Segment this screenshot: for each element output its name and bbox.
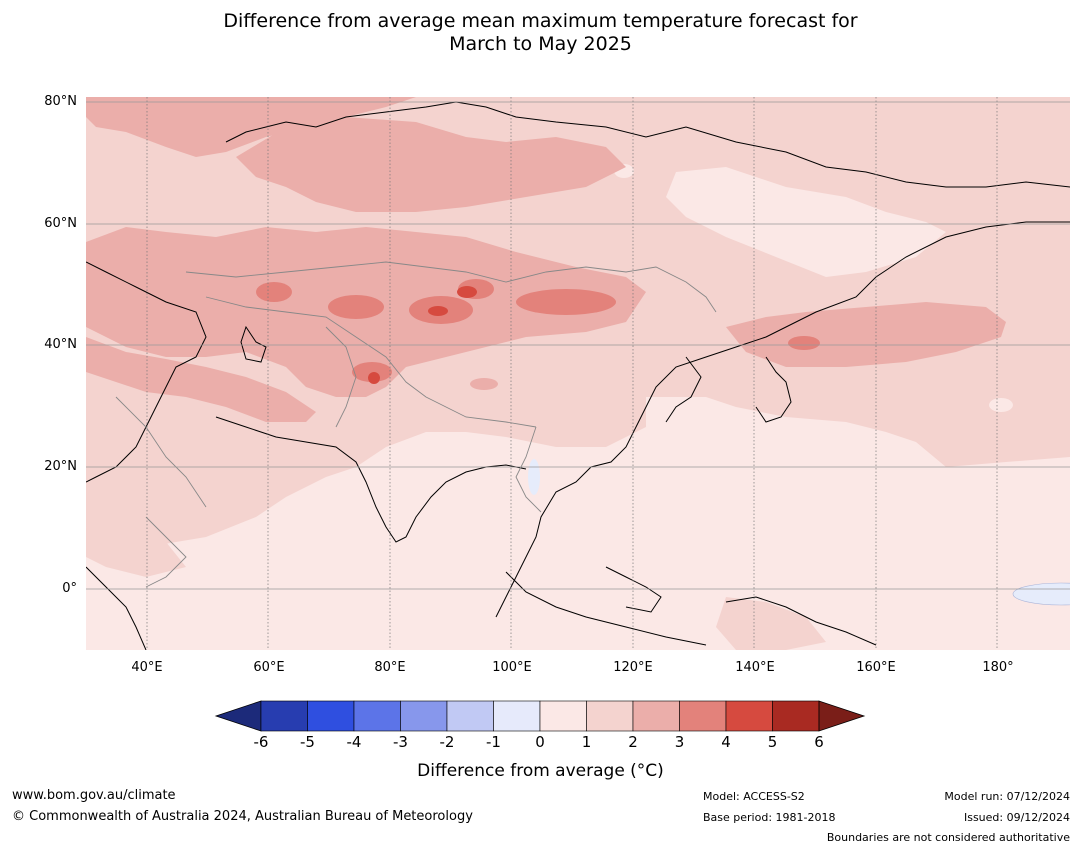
coastline — [86, 261, 207, 483]
map-title-line-2: March to May 2025 — [449, 33, 632, 55]
colorbar-swatch — [772, 700, 820, 732]
coastline — [665, 356, 702, 423]
colorbar-swatch — [260, 700, 308, 732]
colorbar-tick-label: 6 — [814, 733, 824, 751]
colorbar-tick-label: -6 — [253, 733, 269, 751]
anomaly-region-2-3 — [236, 117, 626, 212]
anomaly-region-2-3 — [86, 337, 316, 422]
lon-label-40e: 40°E — [131, 660, 163, 675]
anomaly-region-1-2 — [86, 527, 186, 577]
colorbar-tick-label: -3 — [393, 733, 408, 751]
coastline — [225, 101, 1070, 188]
lat-label-60n: 60°N — [44, 216, 77, 231]
country-border — [325, 326, 357, 428]
anomaly-region-negative — [1012, 582, 1070, 606]
model-text: Model: ACCESS-S2 — [703, 790, 805, 803]
base-period-text: Base period: 1981-2018 — [703, 811, 836, 824]
copyright-text: © Commonwealth of Australia 2024, Austra… — [12, 809, 473, 824]
parallel-gridlines — [86, 101, 1070, 590]
anomaly-region-3-4 — [256, 282, 292, 302]
country-border — [185, 261, 717, 313]
colorbar-tick-label: 2 — [628, 733, 638, 751]
anomaly-region-3-4 — [352, 362, 392, 382]
anomaly-region-3-4 — [328, 295, 384, 319]
lon-label-160e: 160°E — [856, 660, 896, 675]
anomaly-region-4-5 — [368, 372, 380, 384]
country-border — [205, 296, 537, 428]
lat-label-0: 0° — [62, 581, 77, 596]
anomaly-region-0-1 — [989, 398, 1013, 412]
lat-label-20n: 20°N — [44, 459, 77, 474]
coastline — [505, 571, 707, 646]
colorbar-tick-label: -1 — [486, 733, 501, 751]
colorbar-swatch — [679, 700, 727, 732]
map-title-line-1: Difference from average mean maximum tem… — [223, 10, 858, 32]
anomaly-region-3-4 — [516, 289, 616, 315]
issued-text: Issued: 09/12/2024 — [963, 811, 1070, 824]
anomaly-region-3-4 — [788, 336, 820, 350]
model-run-text: Model run: 07/12/2024 — [944, 790, 1070, 803]
coastline — [725, 596, 877, 646]
colorbar-tick-label: 5 — [767, 733, 778, 751]
coastline — [605, 566, 662, 613]
colorbar-tick-label: -4 — [346, 733, 362, 751]
disclaimer-text: Boundaries are not considered authoritat… — [826, 831, 1070, 844]
lon-label-100e: 100°E — [492, 660, 532, 675]
colorbar — [214, 700, 866, 732]
colorbar-swatch — [493, 700, 541, 732]
colorbar-swatch — [586, 700, 634, 732]
anomaly-region-0-1 — [666, 167, 946, 277]
colorbar-label: Difference from average (°C) — [417, 761, 664, 781]
colorbar-swatch — [307, 700, 355, 732]
coastline — [495, 221, 1070, 618]
colorbar-tick-label: -2 — [439, 733, 455, 751]
country-border — [145, 516, 187, 588]
country-border — [515, 426, 542, 513]
coastline — [240, 325, 267, 363]
colorbar-extend-low — [214, 700, 262, 732]
anomaly-region-4-5 — [457, 286, 477, 298]
coastline — [86, 566, 147, 650]
colorbar-swatch — [725, 700, 773, 732]
lat-label-80n: 80°N — [44, 94, 77, 109]
forecast-map — [86, 97, 1070, 650]
colorbar-tick-label: 1 — [581, 733, 592, 751]
anomaly-region-2-3 — [86, 97, 416, 157]
colorbar-tick-label: 4 — [721, 733, 731, 751]
colorbar-extend-high — [818, 700, 866, 732]
colorbar-tick-label: 0 — [535, 733, 545, 751]
coastline — [755, 356, 792, 423]
coastline — [215, 416, 527, 543]
colorbar-swatch — [400, 700, 448, 732]
anomaly-region-0-1 — [646, 397, 1070, 502]
colorbar-swatch — [632, 700, 680, 732]
anomaly-region-negative — [528, 459, 540, 495]
colorbar-tick-label: -5 — [300, 733, 315, 751]
colorbar-tick-label: 3 — [674, 733, 685, 751]
colorbar-swatch — [353, 700, 401, 732]
forecast-map-canvas — [86, 97, 1070, 650]
country-border — [115, 396, 207, 508]
coastlines — [86, 101, 1070, 650]
anomaly-region-2-3 — [470, 378, 498, 390]
lon-label-140e: 140°E — [735, 660, 775, 675]
country-borders — [115, 261, 717, 588]
meridian-gridlines — [146, 97, 998, 650]
lat-label-40n: 40°N — [44, 337, 77, 352]
colorbar-swatch — [539, 700, 587, 732]
lon-label-60e: 60°E — [253, 660, 285, 675]
anomaly-region-2-3 — [726, 302, 1006, 367]
anomaly-region-4-5 — [428, 306, 448, 316]
lon-label-180: 180° — [982, 660, 1014, 675]
anomaly-region-1-2 — [716, 597, 826, 650]
lon-label-120e: 120°E — [613, 660, 653, 675]
colorbar-swatch — [446, 700, 494, 732]
website-link[interactable]: www.bom.gov.au/climate — [12, 788, 176, 803]
lon-label-80e: 80°E — [374, 660, 406, 675]
